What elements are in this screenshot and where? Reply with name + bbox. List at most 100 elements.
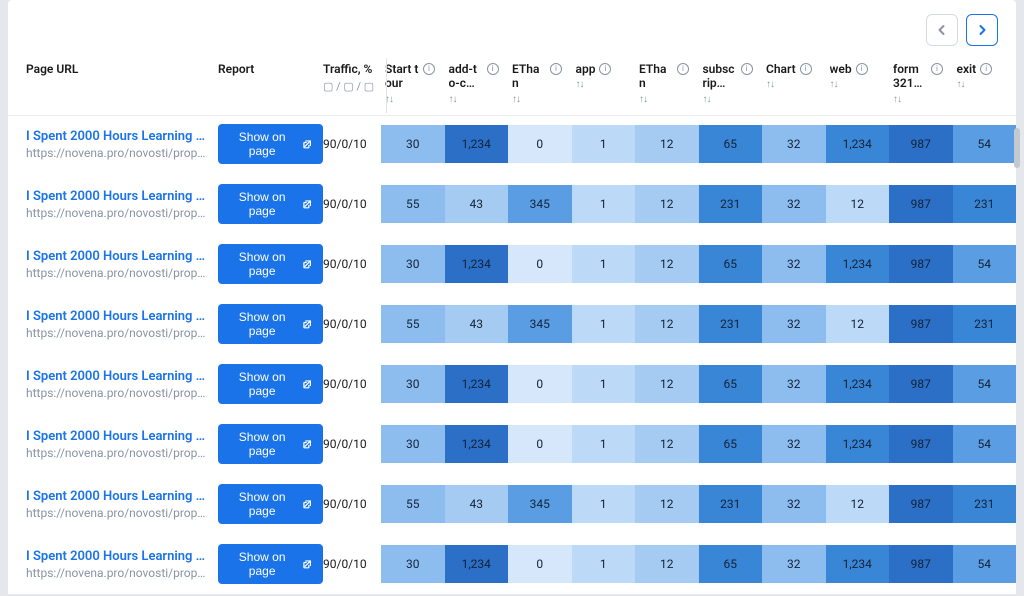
heat-cell[interactable]: 54 [953, 365, 1017, 403]
heat-cell[interactable]: 30 [381, 425, 445, 463]
heat-cell[interactable]: 1,234 [826, 425, 890, 463]
heat-cell[interactable]: 12 [635, 305, 699, 343]
heat-cell[interactable]: 43 [445, 305, 509, 343]
heat-cell[interactable]: 987 [889, 485, 953, 523]
heat-cell[interactable]: 12 [635, 485, 699, 523]
info-icon[interactable]: i [931, 63, 943, 75]
heat-cell[interactable]: 231 [699, 485, 763, 523]
info-icon[interactable]: i [800, 63, 812, 75]
page-title-link[interactable]: I Spent 2000 Hours Learning How To Lea..… [26, 489, 210, 504]
show-on-page-button[interactable]: Show on page [218, 544, 323, 584]
heat-cell[interactable]: 231 [953, 185, 1017, 223]
info-icon[interactable]: i [980, 63, 992, 75]
next-page-button[interactable] [966, 14, 998, 46]
heat-cell[interactable]: 1,234 [826, 245, 890, 283]
sort-icon[interactable]: ↑↓ [576, 79, 632, 90]
heat-cell[interactable]: 65 [699, 425, 763, 463]
show-on-page-button[interactable]: Show on page [218, 304, 323, 344]
info-icon[interactable]: i [550, 63, 562, 75]
show-on-page-button[interactable]: Show on page [218, 484, 323, 524]
heat-cell[interactable]: 43 [445, 185, 509, 223]
col-header-metric[interactable]: Charti↑↓ [762, 62, 826, 105]
page-title-link[interactable]: I Spent 2000 Hours Learning How To Lea..… [26, 309, 210, 324]
heat-cell[interactable]: 43 [445, 485, 509, 523]
heat-cell[interactable]: 30 [381, 125, 445, 163]
heat-cell[interactable]: 231 [953, 485, 1017, 523]
heat-cell[interactable]: 1,234 [445, 245, 509, 283]
heat-cell[interactable]: 54 [953, 425, 1017, 463]
heat-cell[interactable]: 1 [572, 365, 636, 403]
heat-cell[interactable]: 12 [635, 545, 699, 583]
info-icon[interactable]: i [423, 63, 435, 75]
heat-cell[interactable]: 32 [762, 185, 826, 223]
heat-cell[interactable]: 54 [953, 125, 1017, 163]
heat-cell[interactable]: 12 [635, 365, 699, 403]
heat-cell[interactable]: 1 [572, 425, 636, 463]
show-on-page-button[interactable]: Show on page [218, 184, 323, 224]
heat-cell[interactable]: 32 [762, 125, 826, 163]
col-header-metric[interactable]: exiti↑↓ [953, 62, 1017, 105]
col-header-metric[interactable]: EThani↑↓ [508, 62, 572, 105]
heat-cell[interactable]: 0 [508, 125, 572, 163]
heat-cell[interactable]: 12 [635, 245, 699, 283]
heat-cell[interactable]: 30 [381, 545, 445, 583]
sort-icon[interactable]: ↑↓ [957, 79, 1013, 90]
heat-cell[interactable]: 1 [572, 245, 636, 283]
heat-cell[interactable]: 32 [762, 365, 826, 403]
sort-icon[interactable]: ↑↓ [385, 94, 441, 105]
show-on-page-button[interactable]: Show on page [218, 124, 323, 164]
heat-cell[interactable]: 231 [953, 305, 1017, 343]
col-header-metric[interactable]: add-to-c…i↑↓ [445, 62, 509, 105]
heat-cell[interactable]: 32 [762, 545, 826, 583]
heat-cell[interactable]: 231 [699, 305, 763, 343]
page-title-link[interactable]: I Spent 2000 Hours Learning How To Lea..… [26, 189, 210, 204]
heat-cell[interactable]: 345 [508, 485, 572, 523]
info-icon[interactable]: i [677, 63, 689, 75]
col-header-metric[interactable]: subscrip…i↑↓ [699, 62, 763, 105]
heat-cell[interactable]: 65 [699, 245, 763, 283]
heat-cell[interactable]: 345 [508, 185, 572, 223]
sort-icon[interactable]: ↑↓ [639, 94, 695, 105]
heat-cell[interactable]: 12 [826, 185, 890, 223]
heat-cell[interactable]: 231 [699, 185, 763, 223]
heat-cell[interactable]: 55 [381, 185, 445, 223]
info-icon[interactable]: i [487, 63, 499, 75]
info-icon[interactable]: i [856, 63, 868, 75]
heat-cell[interactable]: 12 [635, 125, 699, 163]
col-header-pageurl[interactable]: Page URL [26, 62, 218, 77]
heat-cell[interactable]: 65 [699, 365, 763, 403]
heat-cell[interactable]: 1,234 [445, 365, 509, 403]
heat-cell[interactable]: 54 [953, 245, 1017, 283]
heat-cell[interactable]: 1,234 [445, 425, 509, 463]
page-title-link[interactable]: I Spent 2000 Hours Learning How To Lea..… [26, 549, 210, 564]
page-title-link[interactable]: I Spent 2000 Hours Learning How To Lea..… [26, 129, 210, 144]
heat-cell[interactable]: 55 [381, 305, 445, 343]
prev-page-button[interactable] [926, 14, 958, 46]
heat-cell[interactable]: 987 [889, 125, 953, 163]
col-header-metric[interactable]: webi↑↓ [826, 62, 890, 105]
heat-cell[interactable]: 0 [508, 365, 572, 403]
vertical-scrollbar[interactable] [1014, 128, 1020, 168]
col-header-report[interactable]: Report [218, 62, 323, 77]
col-header-metric[interactable]: Start touri↑↓ [381, 62, 445, 105]
heat-cell[interactable]: 987 [889, 545, 953, 583]
sort-icon[interactable]: ↑↓ [893, 94, 949, 105]
heat-cell[interactable]: 65 [699, 545, 763, 583]
heat-cell[interactable]: 987 [889, 185, 953, 223]
col-header-metric[interactable]: appi↑↓ [572, 62, 636, 105]
heat-cell[interactable]: 1,234 [445, 545, 509, 583]
show-on-page-button[interactable]: Show on page [218, 364, 323, 404]
col-header-metric[interactable]: form 321…i↑↓ [889, 62, 953, 105]
heat-cell[interactable]: 1 [572, 545, 636, 583]
heat-cell[interactable]: 987 [889, 425, 953, 463]
info-icon[interactable]: i [599, 63, 611, 75]
page-title-link[interactable]: I Spent 2000 Hours Learning How To Lea..… [26, 249, 210, 264]
col-header-metric[interactable]: EThani↑↓ [635, 62, 699, 105]
sort-icon[interactable]: ↑↓ [830, 79, 886, 90]
heat-cell[interactable]: 12 [635, 425, 699, 463]
heat-cell[interactable]: 54 [953, 545, 1017, 583]
page-title-link[interactable]: I Spent 2000 Hours Learning How To Lea..… [26, 429, 210, 444]
heat-cell[interactable]: 30 [381, 365, 445, 403]
sort-icon[interactable]: ↑↓ [512, 94, 568, 105]
show-on-page-button[interactable]: Show on page [218, 244, 323, 284]
